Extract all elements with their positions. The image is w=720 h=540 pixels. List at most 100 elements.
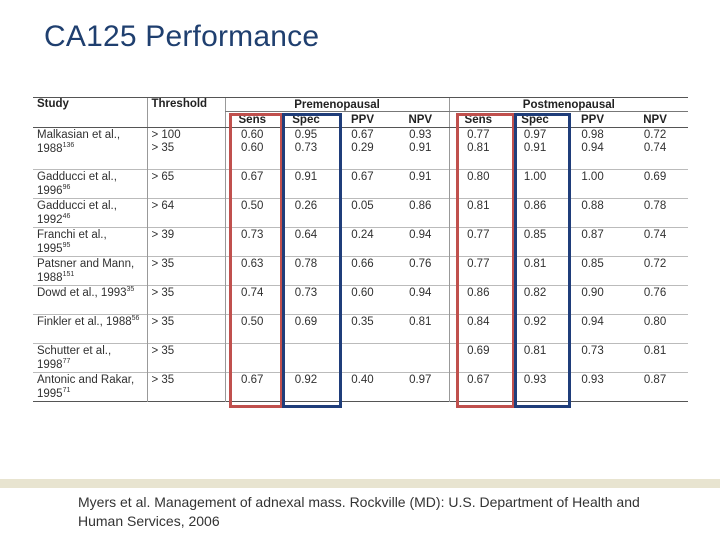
pre-spec-value: 0.73 [294, 287, 318, 299]
post-spec-cell: 0.92 [507, 315, 563, 344]
post-npv-cell: 0.72 0.74 [622, 128, 688, 170]
pre-ppv-cell: 0.35 [333, 315, 392, 344]
table-row: Patsner and Mann, 1988151 > 35 0.63 0.78 0.6… [33, 256, 689, 286]
threshold-cell: > 35 [146, 256, 225, 286]
threshold-cell: > 35 [146, 285, 225, 315]
post-npv-value: 0.78 [643, 200, 667, 212]
pre-ppv-cell: 0.40 [333, 373, 392, 402]
table-body: Malkasian et al., 1988136 > 100 > 35 0.60 0.… [33, 127, 689, 402]
post-sens-value: 0.67 [467, 374, 490, 386]
post-npv-cell: 0.78 [622, 199, 688, 228]
pre-sens-value: 0.60 [241, 129, 264, 141]
performance-table-container: Study Threshold Premenopausal Postmenopa… [33, 97, 689, 411]
pre-ppv-cell: 0.67 0.29 [333, 128, 392, 170]
post-npv-cell: 0.69 [622, 170, 688, 199]
post-npv-value: 0.69 [643, 171, 667, 183]
post-spec-value: 0.91 [523, 142, 547, 154]
threshold-cell: > 64 [146, 198, 225, 228]
post-sens-value: 0.81 [467, 142, 490, 154]
pre-spec-cell: 0.92 [279, 373, 333, 402]
pre-sens-value: 0.60 [241, 142, 264, 154]
pre-sens-cell: 0.73 [224, 227, 279, 257]
post-npv-cell: 0.72 [622, 257, 688, 286]
pre-spec-value: 0.26 [294, 200, 318, 212]
header-premenopausal: Premenopausal [224, 97, 450, 112]
pre-sens-cell: 0.63 [224, 256, 279, 286]
table-header-row: Study Threshold Premenopausal Postmenopa… [33, 97, 689, 128]
pre-ppv-value: 0.40 [351, 374, 374, 386]
study-reference: 96 [62, 183, 71, 191]
study-name: Franchi et al., 1995 [37, 229, 107, 255]
pre-ppv-value: 0.29 [351, 142, 374, 154]
pre-ppv-value: 0.60 [351, 287, 374, 299]
post-spec-value: 1.00 [523, 171, 547, 183]
post-npv-value: 0.74 [643, 229, 667, 241]
pre-npv-cell: 0.91 [392, 170, 449, 199]
pre-spec-highlight [282, 113, 342, 408]
table-row: Schutter et al., 199877 > 35 0.69 0.81 0.73 0… [33, 343, 689, 373]
pre-npv-value: 0.76 [409, 258, 432, 270]
study-name: Malkasian et al., 1988 [37, 129, 121, 155]
pre-spec-value: 0.92 [294, 374, 318, 386]
threshold-value: > 39 [151, 229, 175, 241]
pre-sens-cell [224, 343, 279, 373]
slide-title: CA125 Performance [44, 20, 320, 53]
study-name: Gadducci et al., 1996 [37, 171, 117, 197]
post-spec-cell: 0.81 [507, 344, 563, 373]
pre-npv-value: 0.97 [409, 374, 432, 386]
pre-sens-value: 0.74 [241, 287, 264, 299]
study-reference: 46 [62, 212, 71, 220]
post-spec-cell: 0.93 [507, 373, 563, 402]
pre-ppv-value: 0.67 [351, 171, 374, 183]
pre-npv-cell: 0.94 [392, 286, 449, 315]
post-sens-value: 0.80 [467, 171, 490, 183]
pre-npv-value: 0.81 [409, 316, 432, 328]
post-spec-cell: 0.85 [507, 228, 563, 257]
post-sens-value: 0.81 [467, 200, 490, 212]
post-spec-value: 0.85 [523, 229, 547, 241]
table-row: Malkasian et al., 1988136 > 100 > 35 0.60 0.… [33, 127, 689, 170]
study-cell: Finkler et al., 198856 [33, 315, 147, 344]
pre-sens-value: 0.73 [241, 229, 264, 241]
pre-npv-cell [392, 344, 449, 373]
header-pre-npv: NPV [392, 111, 450, 128]
pre-spec-value: 0.69 [294, 316, 318, 328]
footer-band [0, 479, 720, 488]
study-reference: 56 [131, 315, 140, 323]
pre-spec-value: 0.91 [294, 171, 318, 183]
threshold-value: > 35 [151, 374, 175, 386]
header-study: Study [33, 97, 147, 128]
pre-ppv-cell: 0.60 [333, 286, 392, 315]
post-ppv-cell: 0.90 [563, 286, 622, 315]
threshold-value: > 65 [151, 171, 175, 183]
post-npv-value: 0.76 [643, 287, 667, 299]
post-ppv-cell: 0.94 [563, 315, 622, 344]
study-reference: 151 [62, 270, 75, 278]
pre-sens-value: 0.50 [241, 200, 264, 212]
post-ppv-value: 1.00 [581, 171, 604, 183]
citation: Myers et al. Management of adnexal mass.… [78, 494, 640, 529]
post-ppv-cell: 0.85 [563, 257, 622, 286]
post-npv-cell: 0.76 [622, 286, 688, 315]
pre-npv-cell: 0.93 0.91 [392, 128, 449, 170]
header-post-npv: NPV [622, 111, 689, 128]
pre-npv-value: 0.86 [409, 200, 432, 212]
pre-spec-value: 0.95 [294, 129, 318, 141]
pre-spec-cell: 0.95 0.73 [279, 128, 333, 170]
post-spec-value: 0.93 [523, 374, 547, 386]
post-sens-value: 0.69 [467, 345, 490, 357]
post-spec-cell: 0.97 0.91 [507, 128, 563, 170]
pre-spec-cell: 0.26 [279, 199, 333, 228]
threshold-cell: > 65 [146, 169, 225, 199]
table-row: Gadducci et al., 199246 > 64 0.50 0.26 0.05 0… [33, 198, 689, 228]
table-row: Antonic and Rakar, 199571 > 35 0.67 0.92 0.4… [33, 372, 689, 402]
post-npv-cell: 0.87 [622, 373, 688, 402]
pre-sens-value: 0.67 [241, 171, 264, 183]
pre-npv-cell: 0.86 [392, 199, 449, 228]
table-row: Franchi et al., 199595 > 39 0.73 0.64 0.24 0.… [33, 227, 689, 257]
study-name: Dowd et al., 1993 [37, 287, 127, 299]
pre-npv-value: 0.94 [409, 229, 432, 241]
study-reference: 35 [126, 286, 135, 294]
threshold-value: > 64 [151, 200, 175, 212]
pre-spec-cell: 0.91 [279, 170, 333, 199]
